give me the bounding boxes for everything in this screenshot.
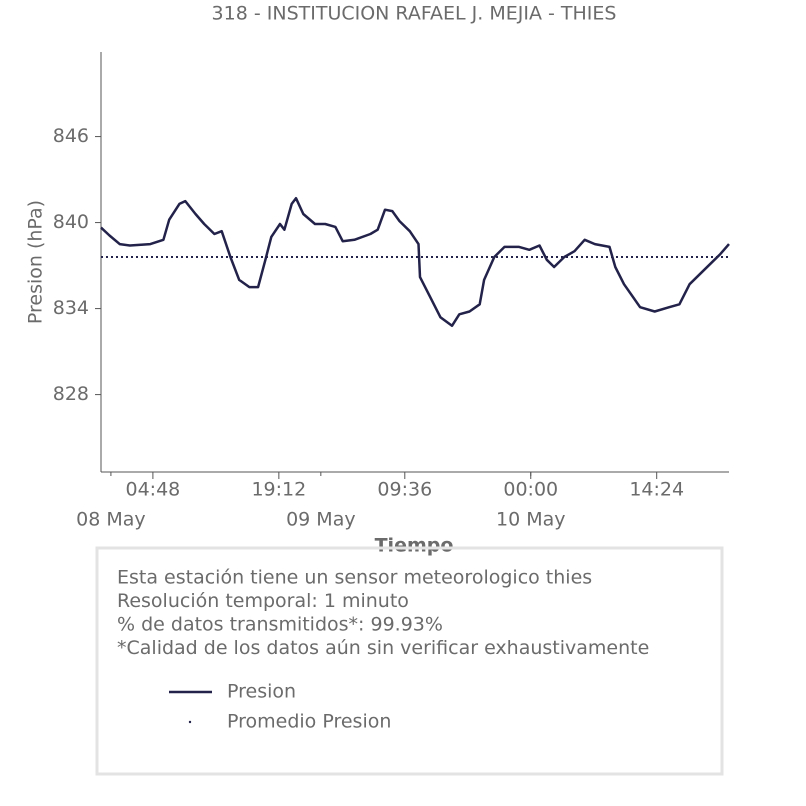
- legend-swatch: [188, 720, 192, 724]
- info-note: *Calidad de los datos aún sin verificar …: [117, 637, 649, 659]
- series-line: [100, 196, 730, 328]
- chart-title: 318 - INSTITUCION RAFAEL J. MEJIA - THIE…: [212, 3, 617, 25]
- y-axis-label: Presion (hPa): [25, 200, 47, 324]
- x-tick-label: 04:48: [126, 479, 181, 501]
- x-tick-label: 19:12: [251, 479, 306, 501]
- info-box: [95, 546, 724, 776]
- legend-label: Presion: [227, 681, 296, 703]
- legend-label: Promedio Presion: [227, 711, 391, 733]
- y-tick-label: 840: [53, 211, 89, 233]
- y-tick-label: 846: [53, 125, 89, 147]
- x-tick-label: 00:00: [503, 479, 558, 501]
- x-day-label: 09 May: [286, 509, 356, 531]
- x-axis-label: Tiempo: [375, 535, 454, 557]
- info-note: Resolución temporal: 1 minuto: [117, 590, 409, 612]
- y-tick-label: 828: [53, 383, 89, 405]
- y-tick-label: 834: [53, 297, 89, 319]
- info-note: % de datos transmitidos*: 99.93%: [117, 614, 443, 636]
- x-tick-label: 14:24: [629, 479, 684, 501]
- x-day-label: 10 May: [496, 509, 566, 531]
- x-tick-label: 09:36: [377, 479, 432, 501]
- info-note: Esta estación tiene un sensor meteorolog…: [117, 567, 592, 589]
- x-day-label: 08 May: [76, 509, 146, 531]
